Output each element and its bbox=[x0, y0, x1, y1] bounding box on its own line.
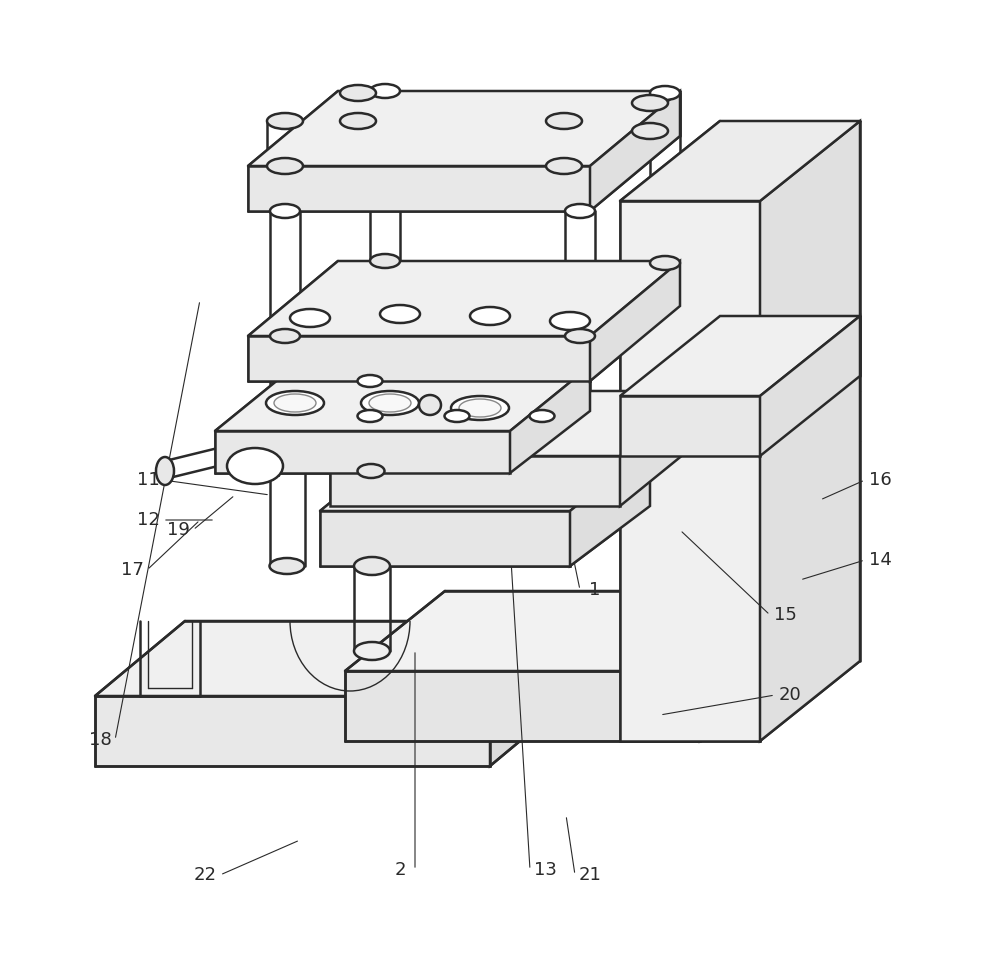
Polygon shape bbox=[248, 91, 680, 166]
Ellipse shape bbox=[565, 329, 595, 343]
Ellipse shape bbox=[451, 396, 509, 420]
Polygon shape bbox=[620, 201, 760, 741]
Polygon shape bbox=[330, 456, 620, 506]
Ellipse shape bbox=[270, 558, 304, 574]
Ellipse shape bbox=[470, 307, 510, 325]
Ellipse shape bbox=[358, 410, 382, 422]
Ellipse shape bbox=[270, 333, 304, 349]
Ellipse shape bbox=[267, 158, 303, 174]
Ellipse shape bbox=[546, 158, 582, 174]
Ellipse shape bbox=[354, 557, 390, 575]
Ellipse shape bbox=[358, 375, 382, 387]
Polygon shape bbox=[345, 671, 700, 741]
Polygon shape bbox=[330, 391, 700, 456]
Ellipse shape bbox=[444, 410, 470, 422]
Text: 20: 20 bbox=[779, 686, 801, 704]
Ellipse shape bbox=[370, 84, 400, 98]
Ellipse shape bbox=[358, 464, 384, 478]
Polygon shape bbox=[215, 431, 510, 473]
Ellipse shape bbox=[267, 113, 303, 129]
Text: 19: 19 bbox=[167, 521, 189, 539]
Ellipse shape bbox=[361, 391, 419, 415]
Ellipse shape bbox=[290, 309, 330, 327]
Polygon shape bbox=[490, 621, 580, 766]
Ellipse shape bbox=[650, 86, 680, 100]
Ellipse shape bbox=[270, 204, 300, 218]
Ellipse shape bbox=[274, 394, 316, 412]
Ellipse shape bbox=[459, 399, 501, 417]
Ellipse shape bbox=[380, 305, 420, 323]
Polygon shape bbox=[248, 261, 680, 336]
Text: 22: 22 bbox=[194, 866, 216, 884]
Ellipse shape bbox=[270, 329, 300, 343]
Ellipse shape bbox=[550, 312, 590, 330]
Polygon shape bbox=[345, 591, 800, 671]
Text: 21: 21 bbox=[579, 866, 601, 884]
Text: 13: 13 bbox=[534, 861, 556, 879]
Ellipse shape bbox=[227, 448, 283, 484]
Ellipse shape bbox=[419, 395, 441, 415]
Polygon shape bbox=[760, 121, 860, 741]
Polygon shape bbox=[620, 396, 760, 456]
Polygon shape bbox=[248, 166, 590, 211]
Ellipse shape bbox=[650, 256, 680, 270]
Ellipse shape bbox=[632, 95, 668, 111]
Polygon shape bbox=[510, 366, 590, 473]
Polygon shape bbox=[760, 316, 860, 456]
Polygon shape bbox=[620, 121, 860, 201]
Ellipse shape bbox=[565, 204, 595, 218]
Polygon shape bbox=[590, 261, 680, 381]
Ellipse shape bbox=[156, 457, 174, 485]
Ellipse shape bbox=[340, 113, 376, 129]
Text: 15: 15 bbox=[774, 606, 796, 624]
Polygon shape bbox=[95, 696, 490, 766]
Ellipse shape bbox=[632, 123, 668, 139]
Polygon shape bbox=[620, 316, 860, 396]
Polygon shape bbox=[700, 591, 800, 741]
Text: 14: 14 bbox=[869, 551, 891, 569]
Ellipse shape bbox=[530, 410, 554, 422]
Ellipse shape bbox=[340, 85, 376, 101]
Text: 11: 11 bbox=[137, 471, 159, 489]
Polygon shape bbox=[215, 366, 590, 431]
Polygon shape bbox=[620, 391, 700, 506]
Text: 1: 1 bbox=[589, 581, 601, 599]
Text: 17: 17 bbox=[121, 561, 143, 579]
Text: 12: 12 bbox=[137, 511, 159, 529]
Ellipse shape bbox=[369, 394, 411, 412]
Polygon shape bbox=[95, 621, 580, 696]
Polygon shape bbox=[590, 91, 680, 211]
Polygon shape bbox=[570, 446, 650, 566]
Polygon shape bbox=[320, 446, 650, 511]
Ellipse shape bbox=[354, 642, 390, 660]
Ellipse shape bbox=[546, 113, 582, 129]
Text: 2: 2 bbox=[394, 861, 406, 879]
Text: 18: 18 bbox=[89, 731, 111, 749]
Polygon shape bbox=[248, 336, 590, 381]
Ellipse shape bbox=[370, 254, 400, 268]
Text: 16: 16 bbox=[869, 471, 891, 489]
Ellipse shape bbox=[266, 391, 324, 415]
Polygon shape bbox=[320, 511, 570, 566]
